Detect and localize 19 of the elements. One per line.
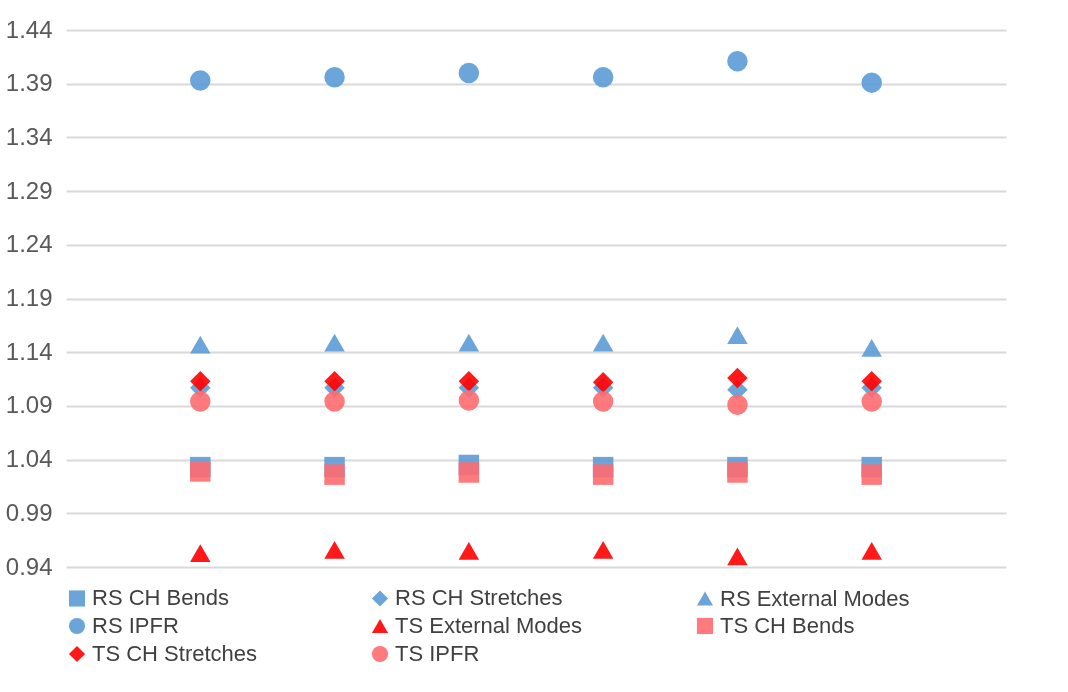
y-tick-label: 1.39: [5, 69, 53, 97]
y-tick-label: 0.94: [5, 552, 53, 580]
legend-label: RS CH Bends: [92, 585, 229, 611]
y-tick-label: 1.19: [5, 284, 53, 311]
legend-label: RS IPFR: [92, 613, 179, 638]
y-tick-label: 1.24: [5, 230, 53, 258]
y-tick-label: 1.29: [5, 176, 53, 204]
y-tick-label: 1.34: [5, 122, 53, 150]
legend-label: TS External Modes: [395, 613, 583, 638]
legend-label: RS External Modes: [720, 585, 910, 611]
y-tick-label: 0.99: [5, 498, 53, 526]
y-tick-label: 1.44: [5, 15, 53, 43]
y-tick-label: 1.09: [5, 391, 53, 419]
legend-label: TS CH Bends: [720, 613, 855, 638]
y-tick-label: 1.14: [5, 337, 53, 365]
legend-label: RS CH Stretches: [395, 585, 563, 611]
legend-label: TS CH Stretches: [92, 641, 258, 666]
y-tick-label: 1.04: [5, 445, 53, 473]
legend-label: TS IPFR: [395, 641, 480, 666]
